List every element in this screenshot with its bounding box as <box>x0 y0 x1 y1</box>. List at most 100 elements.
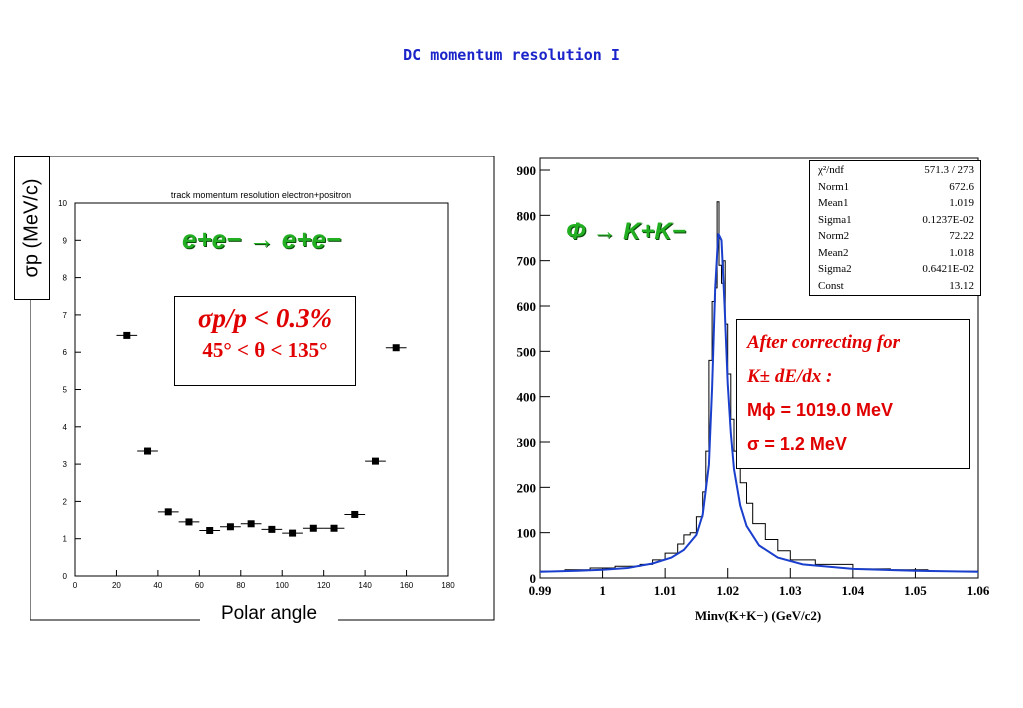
fit-stat-row: Norm1 672.6 <box>818 181 974 198</box>
left-xtick-label: 20 <box>112 581 121 590</box>
right-xtick-label: 1 <box>599 583 606 598</box>
right-xtick-label: 1.02 <box>716 583 739 598</box>
left-point <box>371 457 379 465</box>
left-point <box>144 447 152 455</box>
right-xtick-label: 0.99 <box>529 583 552 598</box>
resolution-box: σp/p < 0.3% 45° < θ < 135° <box>174 296 356 386</box>
left-xtick-label: 160 <box>400 581 414 590</box>
right-ytick-label: 300 <box>517 435 537 450</box>
fit-stat-row: χ²/ndf 571.3 / 273 <box>818 164 974 181</box>
fit-stat-row: Sigma2 0.6421E-02 <box>818 263 974 280</box>
left-point <box>309 524 317 532</box>
left-point <box>206 526 214 534</box>
fit-stat-key: Sigma1 <box>818 213 852 226</box>
fit-stat-key: Mean2 <box>818 246 849 259</box>
fit-stat-value: 1.018 <box>949 246 974 259</box>
left-xtick-label: 80 <box>236 581 245 590</box>
left-ytick-label: 1 <box>63 535 68 544</box>
left-point <box>330 524 338 532</box>
right-xlabel: Minv(K+K−) (GeV/c2) <box>695 608 821 623</box>
right-ytick-label: 0 <box>530 571 537 586</box>
fit-stat-value: 72.22 <box>949 230 974 242</box>
fit-stat-key: Sigma2 <box>818 263 852 275</box>
ee-process-label: e+e− → e+e− <box>182 224 342 254</box>
left-xtick-label: 100 <box>276 581 290 590</box>
left-xtick-label: 140 <box>358 581 372 590</box>
left-inner-title: track momentum resolution electron+posit… <box>171 190 351 200</box>
left-plot-area <box>74 202 449 577</box>
note-line3: Mϕ = 1019.0 MeV <box>747 400 894 420</box>
right-axes: 0.99 1 1.01 1.02 1.03 1.04 1.05 1.06 0 100 200 300 4… <box>517 163 990 598</box>
left-point <box>289 529 297 537</box>
fit-stat-row: Sigma1 0.1237E-02 <box>818 214 974 231</box>
left-ytick-label: 4 <box>63 423 68 432</box>
left-ytick-label: 5 <box>63 386 68 395</box>
right-xtick-label: 1.03 <box>779 583 802 598</box>
fit-stat-key: Norm1 <box>818 180 850 193</box>
phi-process-label: Φ → K+K− <box>566 218 686 245</box>
fit-curve-line <box>539 233 979 573</box>
left-point <box>392 344 400 352</box>
right-xtick-label: 1.04 <box>841 583 864 598</box>
left-xtick-label: 0 <box>73 581 78 590</box>
right-ytick-label: 400 <box>517 390 537 405</box>
fit-stat-key: Mean1 <box>818 197 849 209</box>
left-xtick-label: 40 <box>153 581 162 590</box>
right-ytick-label: 200 <box>517 480 537 495</box>
resolution-line1: σp/p < 0.3% <box>197 303 333 333</box>
fit-stat-row: Const 13.12 <box>818 280 974 297</box>
left-points <box>116 331 407 537</box>
fit-stat-key: Norm2 <box>818 230 850 242</box>
left-point <box>185 518 193 526</box>
left-xtick-label: 120 <box>317 581 331 590</box>
note-line2: K± dE/dx : <box>747 366 833 387</box>
left-ytick-label: 8 <box>63 274 68 283</box>
mass-note-box: After correcting for K± dE/dx : Mϕ = 101… <box>736 319 970 469</box>
left-point <box>164 508 172 516</box>
left-point <box>123 331 131 339</box>
fit-stat-key: χ²/ndf <box>818 164 844 176</box>
right-ytick-label: 800 <box>517 208 537 223</box>
left-point <box>268 525 276 533</box>
fit-stat-value: 0.6421E-02 <box>922 263 974 275</box>
right-xtick-label: 1.05 <box>904 583 927 598</box>
fit-stat-key: Const <box>818 279 844 292</box>
fit-stat-value: 1.019 <box>949 197 974 209</box>
right-ytick-label: 700 <box>517 254 537 269</box>
right-ytick-label: 600 <box>517 299 537 314</box>
left-ytick-label: 9 <box>63 236 68 245</box>
note-line4: σ = 1.2 MeV <box>747 434 847 454</box>
right-series <box>539 201 979 573</box>
fit-stat-row: Mean2 1.018 <box>818 247 974 264</box>
resolution-chart: track momentum resolution electron+posit… <box>30 156 495 621</box>
left-ytick-label: 7 <box>63 311 68 320</box>
left-ytick-label: 2 <box>63 497 68 506</box>
left-axes: 0 20 40 60 80 100 120 140 160 180 0 1 2 3 4 5 6 7 8 9 10 <box>58 199 455 590</box>
fit-stat-value: 0.1237E-02 <box>922 213 974 226</box>
slide-title: DC momentum resolution I <box>403 46 620 64</box>
resolution-line2: 45° < θ < 135° <box>202 338 328 362</box>
left-point <box>226 523 234 531</box>
right-xtick-label: 1.01 <box>654 583 677 598</box>
note-line1: After correcting for <box>747 332 901 353</box>
left-ytick-label: 10 <box>58 199 67 208</box>
fit-stat-value: 672.6 <box>949 180 974 193</box>
left-ytick-label: 3 <box>63 460 68 469</box>
left-ylabel-box: σp (MeV/c) <box>14 156 50 300</box>
left-xlabel: Polar angle <box>200 603 338 625</box>
left-point <box>247 520 255 528</box>
left-ytick-label: 0 <box>63 572 68 581</box>
fit-stat-value: 13.12 <box>949 279 974 292</box>
right-ytick-label: 100 <box>517 526 537 541</box>
left-xtick-label: 180 <box>441 581 455 590</box>
right-ytick-label: 900 <box>517 163 537 178</box>
left-point <box>351 510 359 518</box>
fit-stat-row: Mean1 1.019 <box>818 197 974 214</box>
fit-stat-value: 571.3 / 273 <box>924 164 974 176</box>
left-xtick-label: 60 <box>195 581 204 590</box>
left-ylabel: σp (MeV/c) <box>20 178 43 278</box>
right-ytick-label: 500 <box>517 344 537 359</box>
left-ytick-label: 6 <box>63 348 68 357</box>
right-xtick-label: 1.06 <box>967 583 990 598</box>
fit-stat-row: Norm2 72.22 <box>818 230 974 247</box>
